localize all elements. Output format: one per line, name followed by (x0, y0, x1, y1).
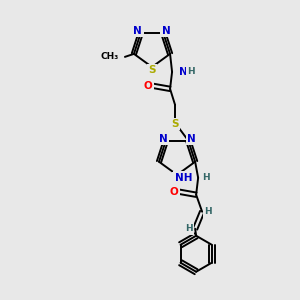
Text: H: H (185, 224, 193, 233)
Text: H: H (187, 68, 195, 76)
Text: N: N (134, 26, 142, 36)
Text: NH: NH (175, 173, 192, 183)
Text: N: N (187, 134, 196, 143)
Text: CH₃: CH₃ (101, 52, 119, 62)
Text: N: N (158, 134, 167, 143)
Text: H: H (202, 173, 210, 182)
Text: H: H (204, 207, 212, 216)
Text: S: S (171, 119, 179, 129)
Text: S: S (173, 173, 181, 183)
Text: N: N (162, 26, 170, 36)
Text: O: O (144, 81, 152, 91)
Text: O: O (170, 187, 178, 197)
Text: NH: NH (179, 67, 196, 77)
Text: S: S (148, 65, 156, 75)
